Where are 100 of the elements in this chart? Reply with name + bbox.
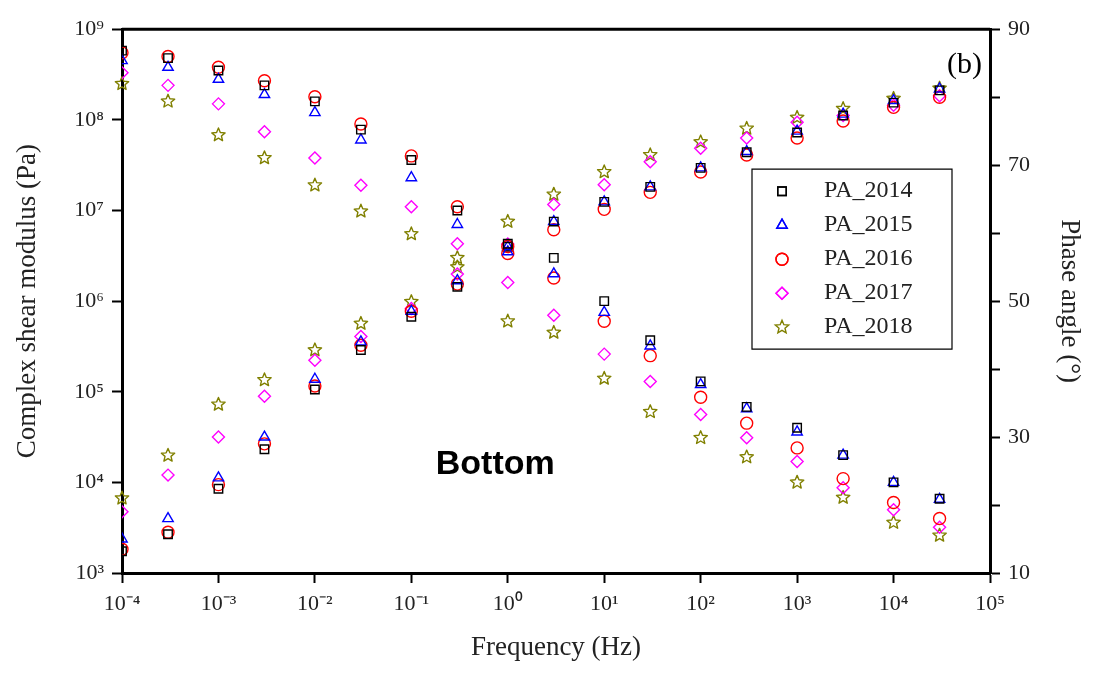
point [452, 205, 463, 216]
point [547, 308, 561, 322]
point [355, 133, 367, 144]
y-tick-label: 10⁵ [74, 377, 104, 403]
point [546, 324, 562, 339]
legend-label: PA_2018 [824, 312, 913, 339]
y-axis-title: Complex shear modulus (Pa) [11, 143, 42, 459]
point [501, 245, 514, 256]
y-tick-label: 10⁷ [74, 196, 104, 222]
y2-tick-label: 70 [1008, 150, 1030, 176]
point [213, 65, 224, 76]
point [886, 514, 901, 529]
point [790, 441, 804, 455]
point [789, 474, 805, 489]
point [500, 313, 516, 328]
point [596, 370, 612, 385]
point [212, 72, 225, 84]
annotation: Bottom [435, 442, 555, 481]
point [548, 252, 559, 263]
x-tick-label: 10⁵ [975, 589, 1005, 615]
x-tick-label: 10⁻⁴ [103, 589, 141, 615]
point [406, 155, 417, 165]
point [257, 150, 272, 165]
point [257, 124, 272, 139]
y2-tick-label: 50 [1008, 286, 1030, 312]
point [309, 96, 320, 107]
point [403, 226, 419, 241]
y2-tick-label: 90 [1008, 14, 1030, 40]
point [162, 60, 174, 71]
point [643, 374, 657, 389]
point [160, 93, 176, 108]
point [643, 348, 657, 363]
point [547, 267, 560, 278]
point [597, 347, 611, 361]
point [450, 200, 465, 214]
point [644, 339, 657, 350]
point [114, 76, 130, 91]
x-axis-title: Frequency (Hz) [470, 630, 642, 661]
y-tick-label: 10⁹ [74, 14, 105, 40]
point [161, 49, 175, 64]
y2-tick-label: 30 [1008, 422, 1030, 448]
point [257, 74, 272, 88]
point [307, 177, 323, 192]
point [449, 250, 465, 265]
point [932, 527, 947, 542]
legend-label: PA_2017 [824, 278, 913, 305]
y2-tick-label: 10 [1008, 558, 1030, 584]
x-tick-label: 10⁰ [492, 589, 523, 615]
x-tick-label: 10⁻³ [200, 589, 237, 615]
point [353, 203, 369, 218]
point [547, 271, 561, 285]
x-tick-label: 10⁴ [878, 589, 909, 615]
y-tick-label: 10³ [75, 558, 105, 584]
point [932, 520, 947, 534]
x-tick-label: 10² [686, 589, 716, 615]
x-tick-label: 10³ [782, 589, 812, 615]
legend-label: PA_2014 [824, 176, 913, 203]
point [354, 178, 368, 192]
point [645, 335, 656, 346]
point [693, 390, 708, 404]
point [739, 431, 754, 445]
point [835, 489, 851, 504]
x-tick-label: 10⁻² [297, 589, 334, 615]
point [211, 127, 226, 142]
point [404, 200, 419, 214]
point [211, 60, 226, 74]
y-tick-label: 10⁴ [74, 468, 105, 494]
point [642, 404, 658, 419]
point [405, 170, 418, 182]
point [355, 124, 366, 135]
point [836, 481, 850, 495]
point [308, 105, 321, 117]
point [598, 305, 611, 317]
x-tick-label: 10¹ [589, 589, 619, 615]
annotation: (b) [947, 46, 982, 81]
point [354, 117, 368, 131]
point [836, 471, 850, 486]
point [161, 78, 175, 93]
point [790, 454, 804, 469]
point [739, 449, 755, 464]
point [501, 275, 515, 290]
point [308, 90, 322, 104]
point [739, 416, 754, 430]
point [451, 217, 464, 229]
point [163, 53, 173, 64]
point [693, 430, 709, 445]
point [886, 502, 901, 517]
point [450, 236, 465, 251]
point [886, 495, 901, 510]
point [258, 87, 271, 99]
y-tick-label: 10⁸ [74, 105, 104, 131]
point [308, 151, 322, 165]
legend-label: PA_2016 [824, 244, 913, 271]
y-tick-label: 10⁶ [74, 286, 104, 312]
legend-label: PA_2015 [824, 210, 913, 237]
point [259, 80, 270, 91]
point [599, 296, 610, 307]
x-tick-label: 10⁻¹ [393, 589, 430, 615]
point [597, 314, 611, 328]
point [932, 511, 947, 526]
